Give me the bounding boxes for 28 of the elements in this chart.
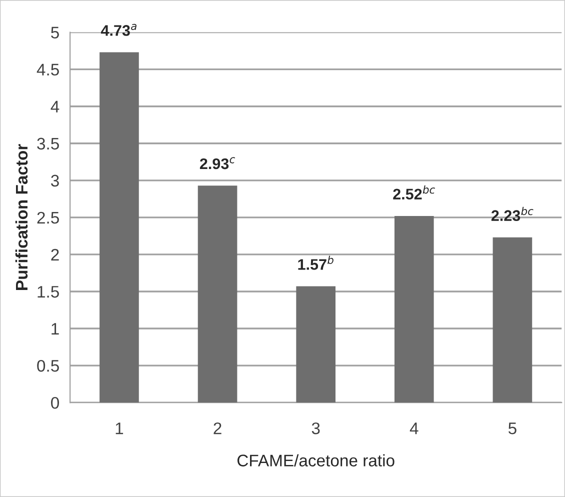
y-tick-label: 4.5	[36, 64, 59, 76]
y-tick-label: 0	[51, 396, 59, 409]
y-axis-title: Purification Factor	[15, 144, 28, 290]
y-tick-label: 4	[50, 100, 60, 112]
bar	[296, 286, 336, 403]
bar	[100, 52, 139, 403]
data-label: 2.23$^{bc}$	[491, 206, 534, 222]
y-tick-label: 2.5	[37, 212, 59, 224]
data-label: 1.57$^{b}$	[298, 256, 334, 270]
x-axis-title: CFAME/acetone ratio	[237, 454, 394, 466]
data-label: 4.73$^{a}$	[100, 24, 136, 36]
y-tick-label: 3.5	[37, 138, 59, 150]
y-tick-label: 2	[51, 248, 59, 261]
bar	[198, 186, 238, 403]
y-tick-label: 3	[51, 174, 59, 187]
x-tick-label: 3	[312, 422, 320, 434]
data-label: 2.93$^{c}$	[200, 157, 236, 170]
y-tick-label: 5	[51, 26, 59, 39]
x-tick-label: 4	[410, 422, 418, 434]
bar	[492, 237, 532, 403]
y-tick-label: 1.5	[38, 286, 59, 298]
y-tick-label: 1	[52, 323, 59, 335]
x-tick-label: 2	[214, 422, 222, 434]
x-tick-label: 5	[508, 422, 516, 434]
y-tick-label: 0.5	[37, 360, 59, 372]
bar	[394, 216, 434, 403]
data-label: 2.52$^{bc}$	[393, 185, 436, 200]
x-tick-label: 1	[116, 422, 124, 434]
